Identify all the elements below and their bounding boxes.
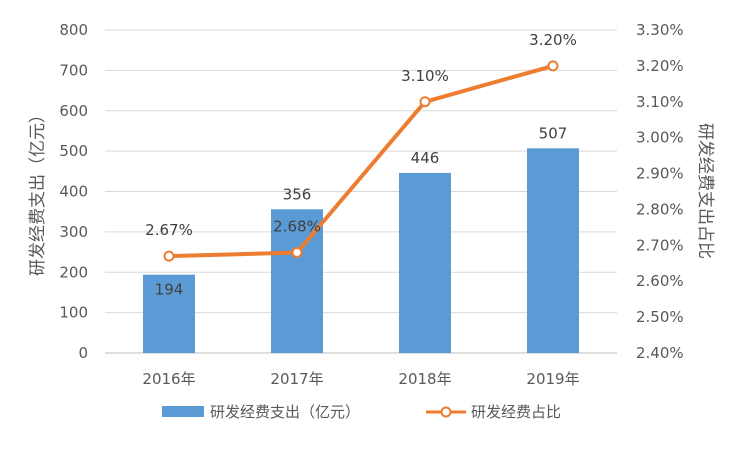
x-tick-label: 2016年	[142, 370, 195, 388]
bar-series	[143, 148, 579, 353]
y-axis-title: 研发经费支出（亿元）	[28, 106, 48, 276]
bar	[143, 274, 195, 353]
y-tick-label: 800	[59, 21, 88, 39]
y-tick-label: 300	[59, 223, 88, 241]
y-tick-label: 100	[59, 304, 88, 322]
y2-tick-label: 2.50%	[636, 308, 684, 326]
y2-tick-label: 3.00%	[636, 129, 684, 147]
line-data-label: 3.10%	[401, 67, 449, 85]
left-axis-ticks: 0 100 200 300 400 500 600 700 800	[59, 21, 88, 362]
y2-tick-label: 2.40%	[636, 344, 684, 362]
y2-tick-label: 2.70%	[636, 236, 684, 254]
line-marker	[291, 247, 303, 259]
bar-data-label: 356	[283, 185, 312, 203]
y2-tick-label: 2.80%	[636, 200, 684, 218]
line-data-label: 3.20%	[529, 31, 577, 49]
y2-tick-label: 2.60%	[636, 272, 684, 290]
bar	[527, 148, 579, 353]
legend-bar-label: 研发经费支出（亿元）	[210, 403, 360, 421]
y2-tick-label: 2.90%	[636, 165, 684, 183]
y2-axis-title: 研发经费支出占比	[695, 123, 715, 259]
y-tick-label: 200	[59, 263, 88, 281]
y-tick-label: 500	[59, 142, 88, 160]
line-data-label: 2.67%	[145, 221, 193, 239]
bar-data-label: 446	[411, 149, 440, 167]
y2-tick-label: 3.30%	[636, 21, 684, 39]
y-tick-label: 600	[59, 102, 88, 120]
legend: 研发经费支出（亿元） 研发经费占比	[162, 403, 561, 421]
data-labels: 194 356 446 507 2.67% 2.68% 3.10% 3.20%	[145, 31, 577, 299]
x-axis-ticks: 2016年 2017年 2018年 2019年	[142, 370, 579, 388]
x-tick-label: 2018年	[398, 370, 451, 388]
bar-data-label: 507	[539, 124, 568, 142]
line-path	[168, 63, 554, 259]
y2-tick-label: 3.10%	[636, 93, 684, 111]
line-data-label: 2.68%	[273, 218, 321, 236]
legend-line-marker	[440, 406, 452, 418]
legend-bar-swatch	[162, 406, 204, 417]
line-marker	[547, 60, 559, 72]
y2-tick-label: 3.20%	[636, 57, 684, 75]
y-tick-label: 700	[59, 61, 88, 79]
right-axis-ticks: 2.40% 2.50% 2.60% 2.70% 2.80% 2.90% 3.00% 3.10%…	[636, 21, 684, 362]
line-marker	[419, 96, 431, 108]
line-series	[163, 60, 559, 262]
legend-line-label: 研发经费占比	[471, 403, 561, 421]
bar-data-label: 194	[155, 281, 184, 299]
y-tick-label: 0	[78, 344, 88, 362]
bar	[399, 172, 451, 353]
y-tick-label: 400	[59, 183, 88, 201]
x-tick-label: 2017年	[270, 370, 323, 388]
x-tick-label: 2019年	[526, 370, 579, 388]
line-marker	[163, 250, 175, 262]
